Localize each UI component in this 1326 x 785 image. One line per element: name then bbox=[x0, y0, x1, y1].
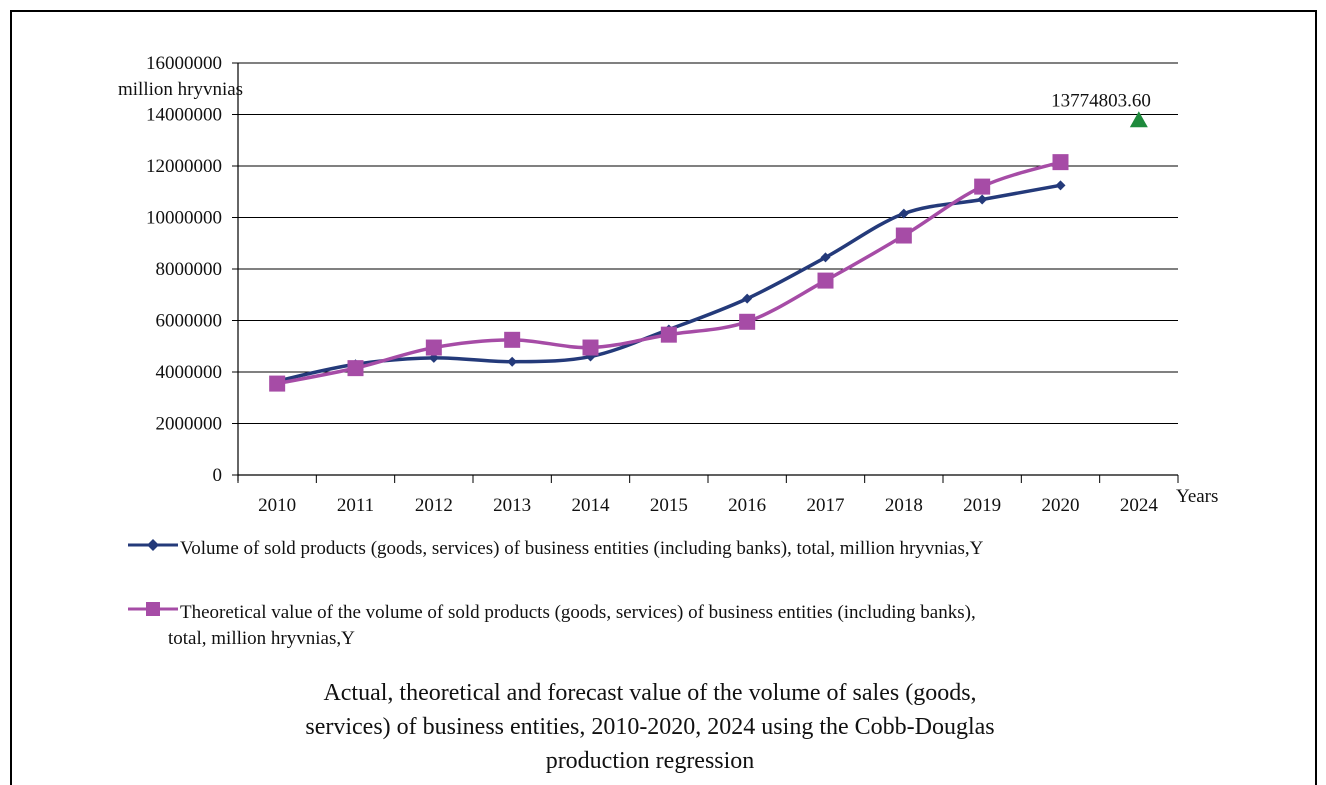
data-point-square bbox=[582, 339, 599, 356]
y-axis-label: million hryvnias bbox=[118, 79, 243, 100]
data-point-diamond bbox=[742, 293, 753, 304]
y-tick-label: 12000000 bbox=[146, 156, 222, 177]
axes bbox=[232, 62, 1179, 483]
data-point-square bbox=[660, 326, 677, 343]
legend-label-theoretical-line-2: total, million hryvnias,Y bbox=[168, 628, 355, 649]
legend-label-theoretical-line-1: Theoretical value of the volume of sold … bbox=[180, 602, 976, 623]
data-point-triangle bbox=[1129, 111, 1148, 128]
x-tick-label: 2020 bbox=[1042, 495, 1080, 516]
y-tick-label: 14000000 bbox=[146, 105, 222, 126]
data-point-square bbox=[895, 227, 912, 244]
x-tick-label: 2016 bbox=[728, 495, 766, 516]
y-tick-label: 4000000 bbox=[156, 362, 223, 383]
series bbox=[269, 111, 1148, 392]
data-point-diamond bbox=[1055, 180, 1066, 191]
data-point-square bbox=[974, 178, 991, 195]
data-label-forecast: 13774803.60 bbox=[1051, 90, 1151, 111]
legend-marker-theoretical bbox=[128, 602, 178, 616]
y-tick-label: 16000000 bbox=[146, 53, 222, 74]
legend-marker-actual bbox=[128, 539, 178, 551]
x-tick-label: 2017 bbox=[807, 495, 845, 516]
x-tick-label: 2012 bbox=[415, 495, 453, 516]
y-tick-label: 2000000 bbox=[156, 414, 223, 435]
series-line-1 bbox=[276, 160, 1062, 386]
y-tick-label: 0 bbox=[213, 465, 223, 486]
data-point-diamond bbox=[507, 356, 518, 367]
caption-line-3: production regression bbox=[545, 748, 755, 774]
x-tick-label: 2015 bbox=[650, 495, 688, 516]
x-tick-label: 2014 bbox=[572, 495, 611, 516]
chart-caption: Actual, theoretical and forecast value o… bbox=[200, 676, 1100, 778]
x-tick-label: 2013 bbox=[493, 495, 531, 516]
x-tick-label: 2024 bbox=[1120, 495, 1159, 516]
data-point-diamond bbox=[820, 252, 831, 263]
data-point-square bbox=[504, 331, 521, 348]
x-tick-label: 2010 bbox=[258, 495, 296, 516]
y-tick-label: 6000000 bbox=[156, 311, 223, 332]
x-tick-label: 2011 bbox=[337, 495, 374, 516]
x-tick-label: 2019 bbox=[963, 495, 1001, 516]
chart-frame bbox=[10, 10, 1317, 785]
data-point-square bbox=[347, 360, 364, 377]
x-axis-label: Years bbox=[1176, 486, 1218, 507]
series-line-0 bbox=[276, 183, 1061, 383]
data-point-square bbox=[739, 313, 756, 330]
data-point-square bbox=[1052, 154, 1069, 171]
legend-label-actual: Volume of sold products (goods, services… bbox=[180, 538, 984, 559]
x-tick-label: 2018 bbox=[885, 495, 923, 516]
caption-line-1: Actual, theoretical and forecast value o… bbox=[323, 680, 977, 706]
y-tick-label: 10000000 bbox=[146, 208, 222, 229]
data-point-diamond bbox=[977, 194, 988, 205]
grid bbox=[238, 62, 1178, 424]
data-point-square bbox=[425, 339, 442, 356]
data-point-diamond bbox=[898, 208, 909, 219]
labels: 0 2000000 4000000 6000000 8000000 10000000 120… bbox=[146, 53, 1158, 516]
data-point-square bbox=[817, 272, 834, 289]
data-point-square bbox=[269, 375, 286, 392]
y-tick-label: 8000000 bbox=[156, 259, 223, 280]
caption-line-2: services) of business entities, 2010-202… bbox=[305, 714, 995, 740]
